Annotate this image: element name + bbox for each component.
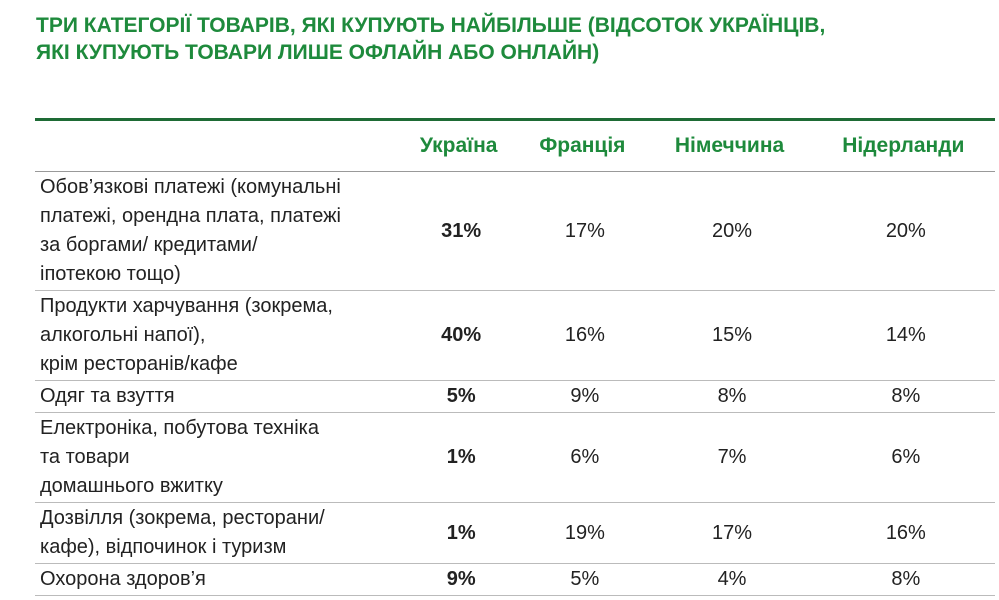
- cell: 1%: [400, 412, 518, 503]
- column-header: Німеччина: [647, 119, 812, 172]
- row-label: Електроніка, побутова техніка та товари до…: [35, 412, 400, 503]
- row: Електроніка, побутова техніка та товари до…: [35, 412, 995, 503]
- row-label-line: алкогольні напої),: [40, 324, 206, 346]
- row: Продукти харчування (зокрема, алкогольні …: [35, 290, 995, 381]
- row-label-line: іпотекою тощо): [40, 263, 181, 285]
- cell: 14%: [811, 290, 995, 381]
- row-label-line: Одяг та взуття: [40, 385, 175, 407]
- row-label-line: кафе), відпочинок і туризм: [40, 536, 287, 558]
- cell: 6%: [517, 412, 648, 503]
- column-header: Україна: [400, 119, 518, 172]
- row-label-line: та товари: [40, 446, 130, 468]
- cell: 16%: [517, 290, 648, 381]
- cell: 4%: [647, 563, 812, 596]
- cell: 20%: [811, 171, 995, 291]
- cell: 6%: [811, 412, 995, 503]
- cell: 17%: [517, 171, 648, 291]
- column-header: Нідерланди: [811, 119, 995, 172]
- cell: 19%: [517, 502, 648, 564]
- row-label-line: домашнього вжитку: [40, 475, 223, 497]
- row-label: Продукти харчування (зокрема, алкогольні …: [35, 290, 400, 381]
- row: Одяг та взуття 5% 9% 8% 8%: [35, 380, 995, 413]
- cell: 1%: [400, 502, 518, 564]
- cell: 15%: [647, 290, 812, 381]
- header-row: Україна Франція Німеччина Нідерланди: [35, 119, 995, 172]
- row-label-line: Обов’язкові платежі (комунальні: [40, 176, 341, 198]
- table: Україна Франція Німеччина Нідерланди Обов’яз…: [35, 118, 995, 596]
- row-label-line: Продукти харчування (зокрема,: [40, 295, 333, 317]
- row-label: Дозвілля (зокрема, ресторани/кафе), відп…: [35, 502, 400, 564]
- row-label-line: платежі, орендна плата, платежі: [40, 205, 341, 227]
- cell: 40%: [400, 290, 518, 381]
- row-label-line: крім ресторанів/кафе: [40, 353, 238, 375]
- cell: 31%: [400, 171, 518, 291]
- cell: 16%: [811, 502, 995, 564]
- cell: 8%: [811, 380, 995, 413]
- row-label: Охорона здоров’я: [35, 563, 400, 596]
- cell: 7%: [647, 412, 812, 503]
- header-cell: [35, 119, 400, 172]
- title-line: ЯКІ КУПУЮТЬ ТОВАРИ ЛИШЕ ОФЛАЙН АБО ОНЛАЙ…: [36, 41, 600, 64]
- column-header: Франція: [517, 119, 648, 172]
- row-label-line: Електроніка, побутова техніка: [40, 417, 319, 439]
- row-label-line: за боргами/ кредитами/: [40, 234, 258, 256]
- row: Обов’язкові платежі (комунальні платежі, …: [35, 171, 995, 291]
- cell: 8%: [647, 380, 812, 413]
- row-label: Обов’язкові платежі (комунальні платежі, …: [35, 171, 400, 291]
- cell: 5%: [517, 563, 648, 596]
- cell: 5%: [400, 380, 518, 413]
- cell: 9%: [517, 380, 648, 413]
- cell: 9%: [400, 563, 518, 596]
- cell: 20%: [647, 171, 812, 291]
- cell: 8%: [811, 563, 995, 596]
- row-label-line: Дозвілля (зокрема, ресторани/: [40, 507, 325, 529]
- title-line: ТРИ КАТЕГОРІЇ ТОВАРІВ, ЯКІ КУПУЮТЬ НАЙБІ…: [36, 14, 826, 37]
- row: Охорона здоров’я 9% 5% 4% 8%: [35, 563, 995, 596]
- row: Дозвілля (зокрема, ресторани/кафе), відп…: [35, 502, 995, 564]
- row-label-line: Охорона здоров’я: [40, 568, 206, 590]
- title: ТРИ КАТЕГОРІЇ ТОВАРІВ, ЯКІ КУПУЮТЬ НАЙБІ…: [36, 12, 825, 66]
- cell: 17%: [647, 502, 812, 564]
- row-label: Одяг та взуття: [35, 380, 400, 413]
